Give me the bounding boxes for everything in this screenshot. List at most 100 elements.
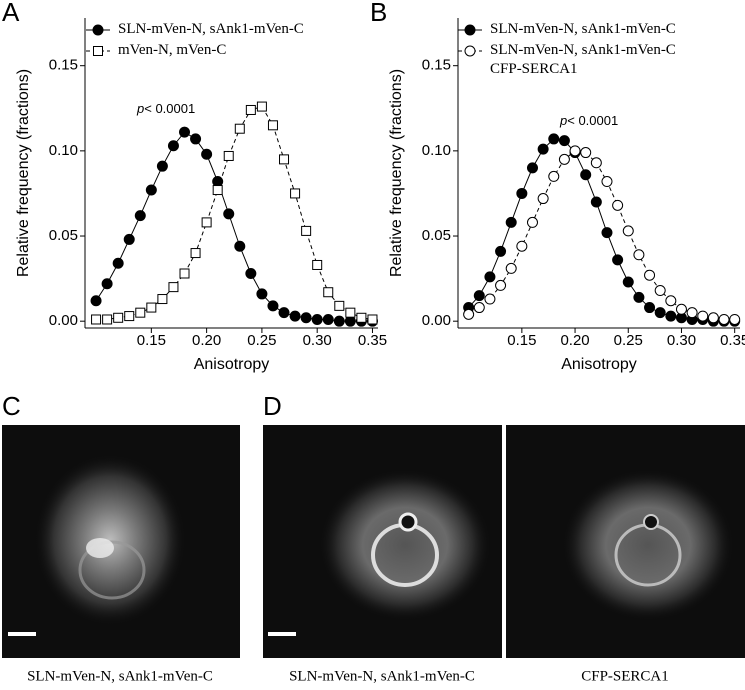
x-tick-label: 0.25 (614, 332, 643, 349)
y-tick-label: 0.00 (49, 312, 78, 329)
panel-label: D (263, 391, 282, 421)
x-tick-label: 0.35 (358, 332, 387, 349)
marker (256, 101, 267, 112)
panel-label: A (2, 0, 20, 27)
marker (234, 240, 246, 252)
marker (223, 208, 235, 220)
marker (157, 294, 168, 305)
chart: A 0.00 0.05 0.10 0.15 0.15 0.20 0.25 0.30 0.35 Ani… (2, 0, 387, 373)
marker (212, 185, 223, 196)
marker (495, 245, 507, 257)
marker (345, 307, 356, 318)
marker (697, 310, 709, 322)
legend-label: SLN-mVen-N, sAnk1-mVen-C (118, 21, 304, 37)
marker (167, 140, 179, 152)
marker (675, 303, 687, 315)
marker (622, 276, 634, 288)
marker (333, 315, 345, 327)
marker (590, 157, 602, 169)
marker (495, 279, 507, 291)
marker (289, 310, 301, 322)
legend-marker (464, 24, 476, 36)
marker (234, 123, 245, 134)
y-axis-label: Relative frequency (fractions) (15, 69, 32, 277)
marker (102, 314, 113, 325)
marker (548, 133, 560, 145)
marker (644, 302, 656, 314)
marker (124, 311, 135, 322)
marker (190, 133, 202, 145)
legend-marker (92, 24, 104, 36)
marker (146, 302, 157, 313)
marker (279, 154, 290, 165)
marker (301, 225, 312, 236)
marker (322, 313, 334, 325)
marker (267, 120, 278, 131)
image-caption: CFP-SERCA1 (581, 668, 669, 684)
marker (484, 293, 496, 305)
marker (718, 313, 730, 325)
y-tick-label: 0.15 (422, 57, 451, 74)
x-tick-label: 0.30 (667, 332, 696, 349)
x-tick-label: 0.15 (137, 332, 166, 349)
y-tick-label: 0.05 (422, 227, 451, 244)
panel-label: B (370, 0, 387, 27)
x-tick-label: 0.35 (720, 332, 745, 349)
marker (134, 210, 146, 222)
marker (212, 176, 224, 188)
marker (473, 302, 485, 314)
y-tick-label: 0.15 (49, 57, 78, 74)
marker (356, 312, 367, 323)
marker (300, 312, 312, 324)
marker (548, 170, 560, 182)
marker (580, 169, 592, 181)
marker (622, 225, 634, 237)
y-axis-label: Relative frequency (fractions) (388, 69, 405, 277)
x-axis-label: Anisotropy (194, 356, 270, 373)
marker (569, 145, 581, 157)
marker (312, 259, 323, 270)
marker (612, 254, 624, 266)
marker (707, 312, 719, 324)
marker (463, 308, 475, 320)
legend-label: SLN-mVen-N, sAnk1-mVen-C (490, 21, 676, 37)
marker (156, 160, 168, 172)
annotation: p< 0.0001 (136, 101, 195, 116)
marker (505, 216, 517, 228)
marker (101, 278, 113, 290)
marker (473, 290, 485, 302)
marker (278, 307, 290, 319)
marker (256, 288, 268, 300)
marker (112, 257, 124, 269)
image-d-left (263, 425, 502, 658)
marker (223, 150, 234, 161)
y-tick-label: 0.05 (49, 227, 78, 244)
marker (601, 176, 613, 188)
annotation: p< 0.0001 (559, 113, 618, 128)
marker (113, 312, 124, 323)
marker (123, 233, 135, 245)
marker (484, 271, 496, 283)
image-caption: SLN-mVen-N, sAnk1-mVen-C (27, 668, 213, 684)
marker (633, 291, 645, 303)
marker (526, 216, 538, 228)
marker (590, 196, 602, 208)
marker (654, 285, 666, 297)
marker (644, 269, 656, 281)
marker (91, 314, 102, 325)
marker (245, 104, 256, 115)
series-line (468, 150, 735, 320)
marker (190, 248, 201, 259)
x-tick-label: 0.20 (192, 332, 221, 349)
marker (90, 295, 102, 307)
image-caption: SLN-mVen-N, sAnk1-mVen-C (289, 668, 475, 684)
marker (145, 184, 157, 196)
marker (633, 249, 645, 261)
legend-label: mVen-N, mVen-C (118, 42, 226, 58)
marker (267, 300, 279, 312)
marker (537, 143, 549, 155)
x-tick-label: 0.15 (507, 332, 536, 349)
legend-marker (464, 45, 476, 57)
y-tick-label: 0.00 (422, 312, 451, 329)
marker (334, 300, 345, 311)
